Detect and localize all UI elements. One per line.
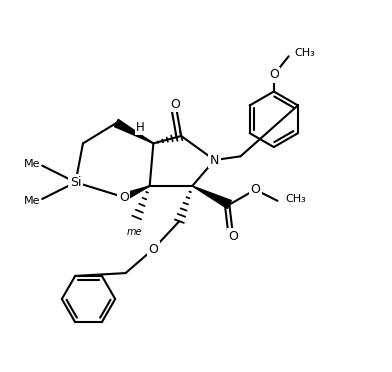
Text: Me: Me (24, 196, 40, 206)
Polygon shape (122, 186, 150, 201)
Text: O: O (149, 243, 158, 256)
Polygon shape (192, 186, 231, 209)
Text: N: N (210, 154, 219, 167)
Text: CH₃: CH₃ (294, 48, 315, 58)
Text: H: H (136, 121, 145, 134)
Polygon shape (114, 119, 153, 143)
Text: O: O (119, 190, 129, 203)
Text: O: O (250, 183, 260, 196)
Text: O: O (269, 68, 279, 81)
Text: O: O (171, 98, 181, 111)
Text: Me: Me (24, 159, 40, 169)
Text: me: me (127, 227, 143, 237)
Text: Si: Si (70, 176, 81, 189)
Text: O: O (228, 230, 238, 243)
Text: CH₃: CH₃ (286, 194, 307, 204)
